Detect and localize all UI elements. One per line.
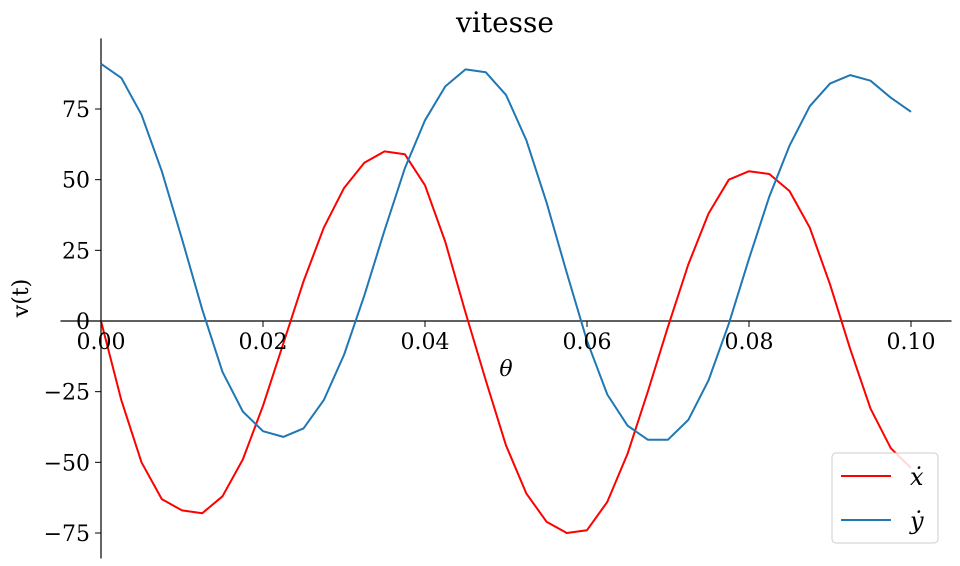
legend-label-1: ẏ xyxy=(909,507,924,535)
series-line-0 xyxy=(100,150,912,534)
x-tick-label: 0.06 xyxy=(563,330,612,355)
axes xyxy=(60,38,952,559)
y-tick-label: −25 xyxy=(44,381,90,406)
ticks-layer: 0.00 0.02 0.04 0.06 0.08 0.10 −75 −50 −25 0 25 50 75 xyxy=(44,98,936,547)
y-axis-label: v(t) xyxy=(9,279,34,318)
y-tick-label: −50 xyxy=(44,451,90,476)
y-tick-label: −75 xyxy=(44,522,90,547)
x-tick-label: 0.10 xyxy=(887,330,936,355)
y-tick-label: 50 xyxy=(62,169,90,194)
y-tick-label: 75 xyxy=(62,98,90,123)
chart-title: vitesse xyxy=(455,6,554,39)
x-axis-label: θ xyxy=(499,357,512,382)
series-layer xyxy=(100,62,912,534)
y-tick-label: 0 xyxy=(76,310,90,335)
x-tick-label: 0.02 xyxy=(239,330,288,355)
legend: ẋẏ xyxy=(831,452,939,544)
y-tick-label: 25 xyxy=(62,239,90,264)
x-tick-label: 0.08 xyxy=(725,330,774,355)
legend-label-0: ẋ xyxy=(910,463,924,491)
x-tick-label: 0.04 xyxy=(401,330,450,355)
x-tick-label: 0.00 xyxy=(77,330,126,355)
series-line-1 xyxy=(100,62,912,441)
